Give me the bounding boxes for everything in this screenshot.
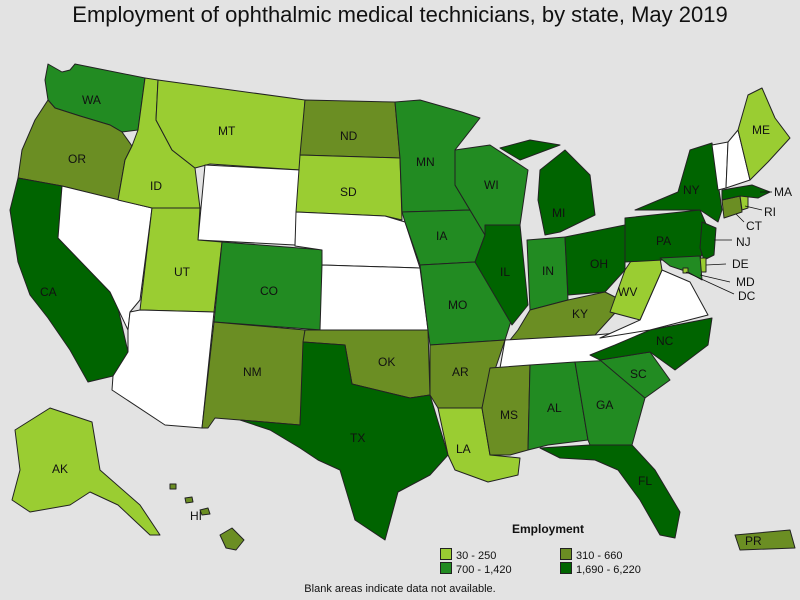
- label-SC: SC: [630, 367, 647, 381]
- callout-line-DE: [705, 263, 727, 266]
- label-SD: SD: [340, 185, 357, 199]
- legend-title: Employment: [512, 522, 585, 536]
- callout-line-CT: [735, 213, 745, 223]
- label-WA: WA: [82, 93, 101, 107]
- label-IL: IL: [500, 265, 510, 279]
- label-CT: CT: [746, 219, 763, 233]
- legend-swatch: [560, 562, 572, 574]
- map-title: Employment of ophthalmic medical technic…: [72, 2, 728, 27]
- callout-line-MD: [699, 274, 731, 283]
- label-KY: KY: [572, 307, 588, 321]
- state-AK[interactable]: [11, 407, 161, 536]
- label-TX: TX: [350, 431, 365, 445]
- label-OH: OH: [590, 257, 608, 271]
- label-UT: UT: [174, 265, 191, 279]
- label-WI: WI: [484, 178, 499, 192]
- label-MD: MD: [736, 275, 755, 289]
- callout-line-DC: [685, 271, 735, 295]
- label-PR: PR: [745, 534, 762, 548]
- legend-item: 30 - 250: [440, 548, 496, 562]
- legend-label: 1,690 - 6,220: [576, 564, 641, 576]
- label-ME: ME: [752, 123, 770, 137]
- state-MI[interactable]: [499, 139, 596, 236]
- label-MI: MI: [552, 206, 565, 220]
- state-MA[interactable]: [721, 184, 771, 201]
- legend-swatch: [440, 548, 452, 560]
- label-AR: AR: [452, 365, 469, 379]
- label-IN: IN: [542, 264, 554, 278]
- label-CO: CO: [260, 284, 278, 298]
- label-CA: CA: [40, 285, 57, 299]
- label-FL: FL: [638, 474, 652, 488]
- label-NJ: NJ: [736, 235, 751, 249]
- label-ND: ND: [340, 129, 358, 143]
- label-IA: IA: [436, 229, 447, 243]
- label-DE: DE: [732, 257, 749, 271]
- legend-item: 700 - 1,420: [440, 562, 512, 576]
- label-HI: HI: [190, 509, 202, 523]
- label-AK: AK: [52, 462, 68, 476]
- state-PR[interactable]: [734, 529, 796, 551]
- legend-label: 700 - 1,420: [456, 564, 512, 576]
- label-DC: DC: [738, 289, 756, 303]
- label-MT: MT: [218, 124, 236, 138]
- label-GA: GA: [596, 398, 613, 412]
- state-HI[interactable]: [169, 483, 245, 551]
- state-AL[interactable]: [527, 361, 589, 451]
- state-NJ[interactable]: [699, 221, 717, 261]
- legend-swatch: [560, 548, 572, 560]
- footnote: Blank areas indicate data not available.: [304, 583, 496, 595]
- legend-swatch: [440, 562, 452, 574]
- label-MA: MA: [774, 185, 792, 199]
- label-LA: LA: [456, 442, 471, 456]
- legend-label: 30 - 250: [456, 550, 497, 562]
- label-NC: NC: [656, 334, 674, 348]
- state-labels: WA OR CA ID MT UT CO NM ND SD OK TX MN I…: [40, 93, 792, 548]
- label-NM: NM: [243, 365, 262, 379]
- label-OK: OK: [378, 355, 395, 369]
- label-MO: MO: [448, 298, 467, 312]
- label-PA: PA: [656, 234, 671, 248]
- label-WV: WV: [618, 285, 637, 299]
- label-OR: OR: [68, 152, 86, 166]
- legend-item: 310 - 660: [560, 548, 622, 562]
- state-TX[interactable]: [239, 341, 449, 541]
- label-NY: NY: [683, 183, 700, 197]
- state-AZ[interactable]: [111, 309, 215, 429]
- state-IL[interactable]: [474, 224, 529, 326]
- label-AL: AL: [547, 401, 562, 415]
- state-ME[interactable]: [737, 87, 791, 181]
- state-FL[interactable]: [539, 444, 681, 539]
- label-ID: ID: [150, 179, 162, 193]
- label-MS: MS: [500, 408, 518, 422]
- state-NY[interactable]: [634, 142, 723, 223]
- legend-item: 1,690 - 6,220: [560, 562, 641, 576]
- state-KS[interactable]: [319, 264, 429, 331]
- state-WY[interactable]: [197, 164, 301, 246]
- callout-line-RI: [744, 205, 763, 211]
- state-SD[interactable]: [295, 154, 403, 221]
- label-RI: RI: [764, 205, 776, 219]
- label-MN: MN: [416, 155, 435, 169]
- legend-label: 310 - 660: [576, 550, 623, 562]
- state-NC[interactable]: [589, 317, 713, 371]
- legend: Employment 30 - 250 310 - 660 700 - 1,42…: [440, 520, 740, 580]
